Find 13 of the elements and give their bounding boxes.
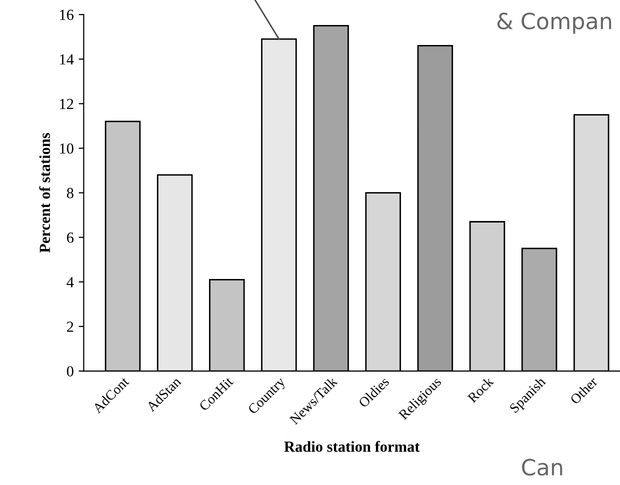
y-tick-label: 2 xyxy=(67,322,74,332)
annotation: & Compan xyxy=(497,12,612,34)
y-tick-label: 14 xyxy=(60,54,74,64)
y-tick-label: 4 xyxy=(66,277,74,288)
y-axis-title: Percent of stations xyxy=(39,133,50,253)
y-tick-label: 12 xyxy=(60,98,74,109)
y-tick-label: 10 xyxy=(60,143,74,154)
y-tick-label: 16 xyxy=(60,10,74,20)
text: Can xyxy=(522,458,562,476)
x-axis-title: Radio station format xyxy=(284,440,420,452)
y-tick-label: 6 xyxy=(66,232,74,243)
y-tick-label: 0 xyxy=(66,366,74,376)
y-tick-label: 8 xyxy=(66,188,74,198)
